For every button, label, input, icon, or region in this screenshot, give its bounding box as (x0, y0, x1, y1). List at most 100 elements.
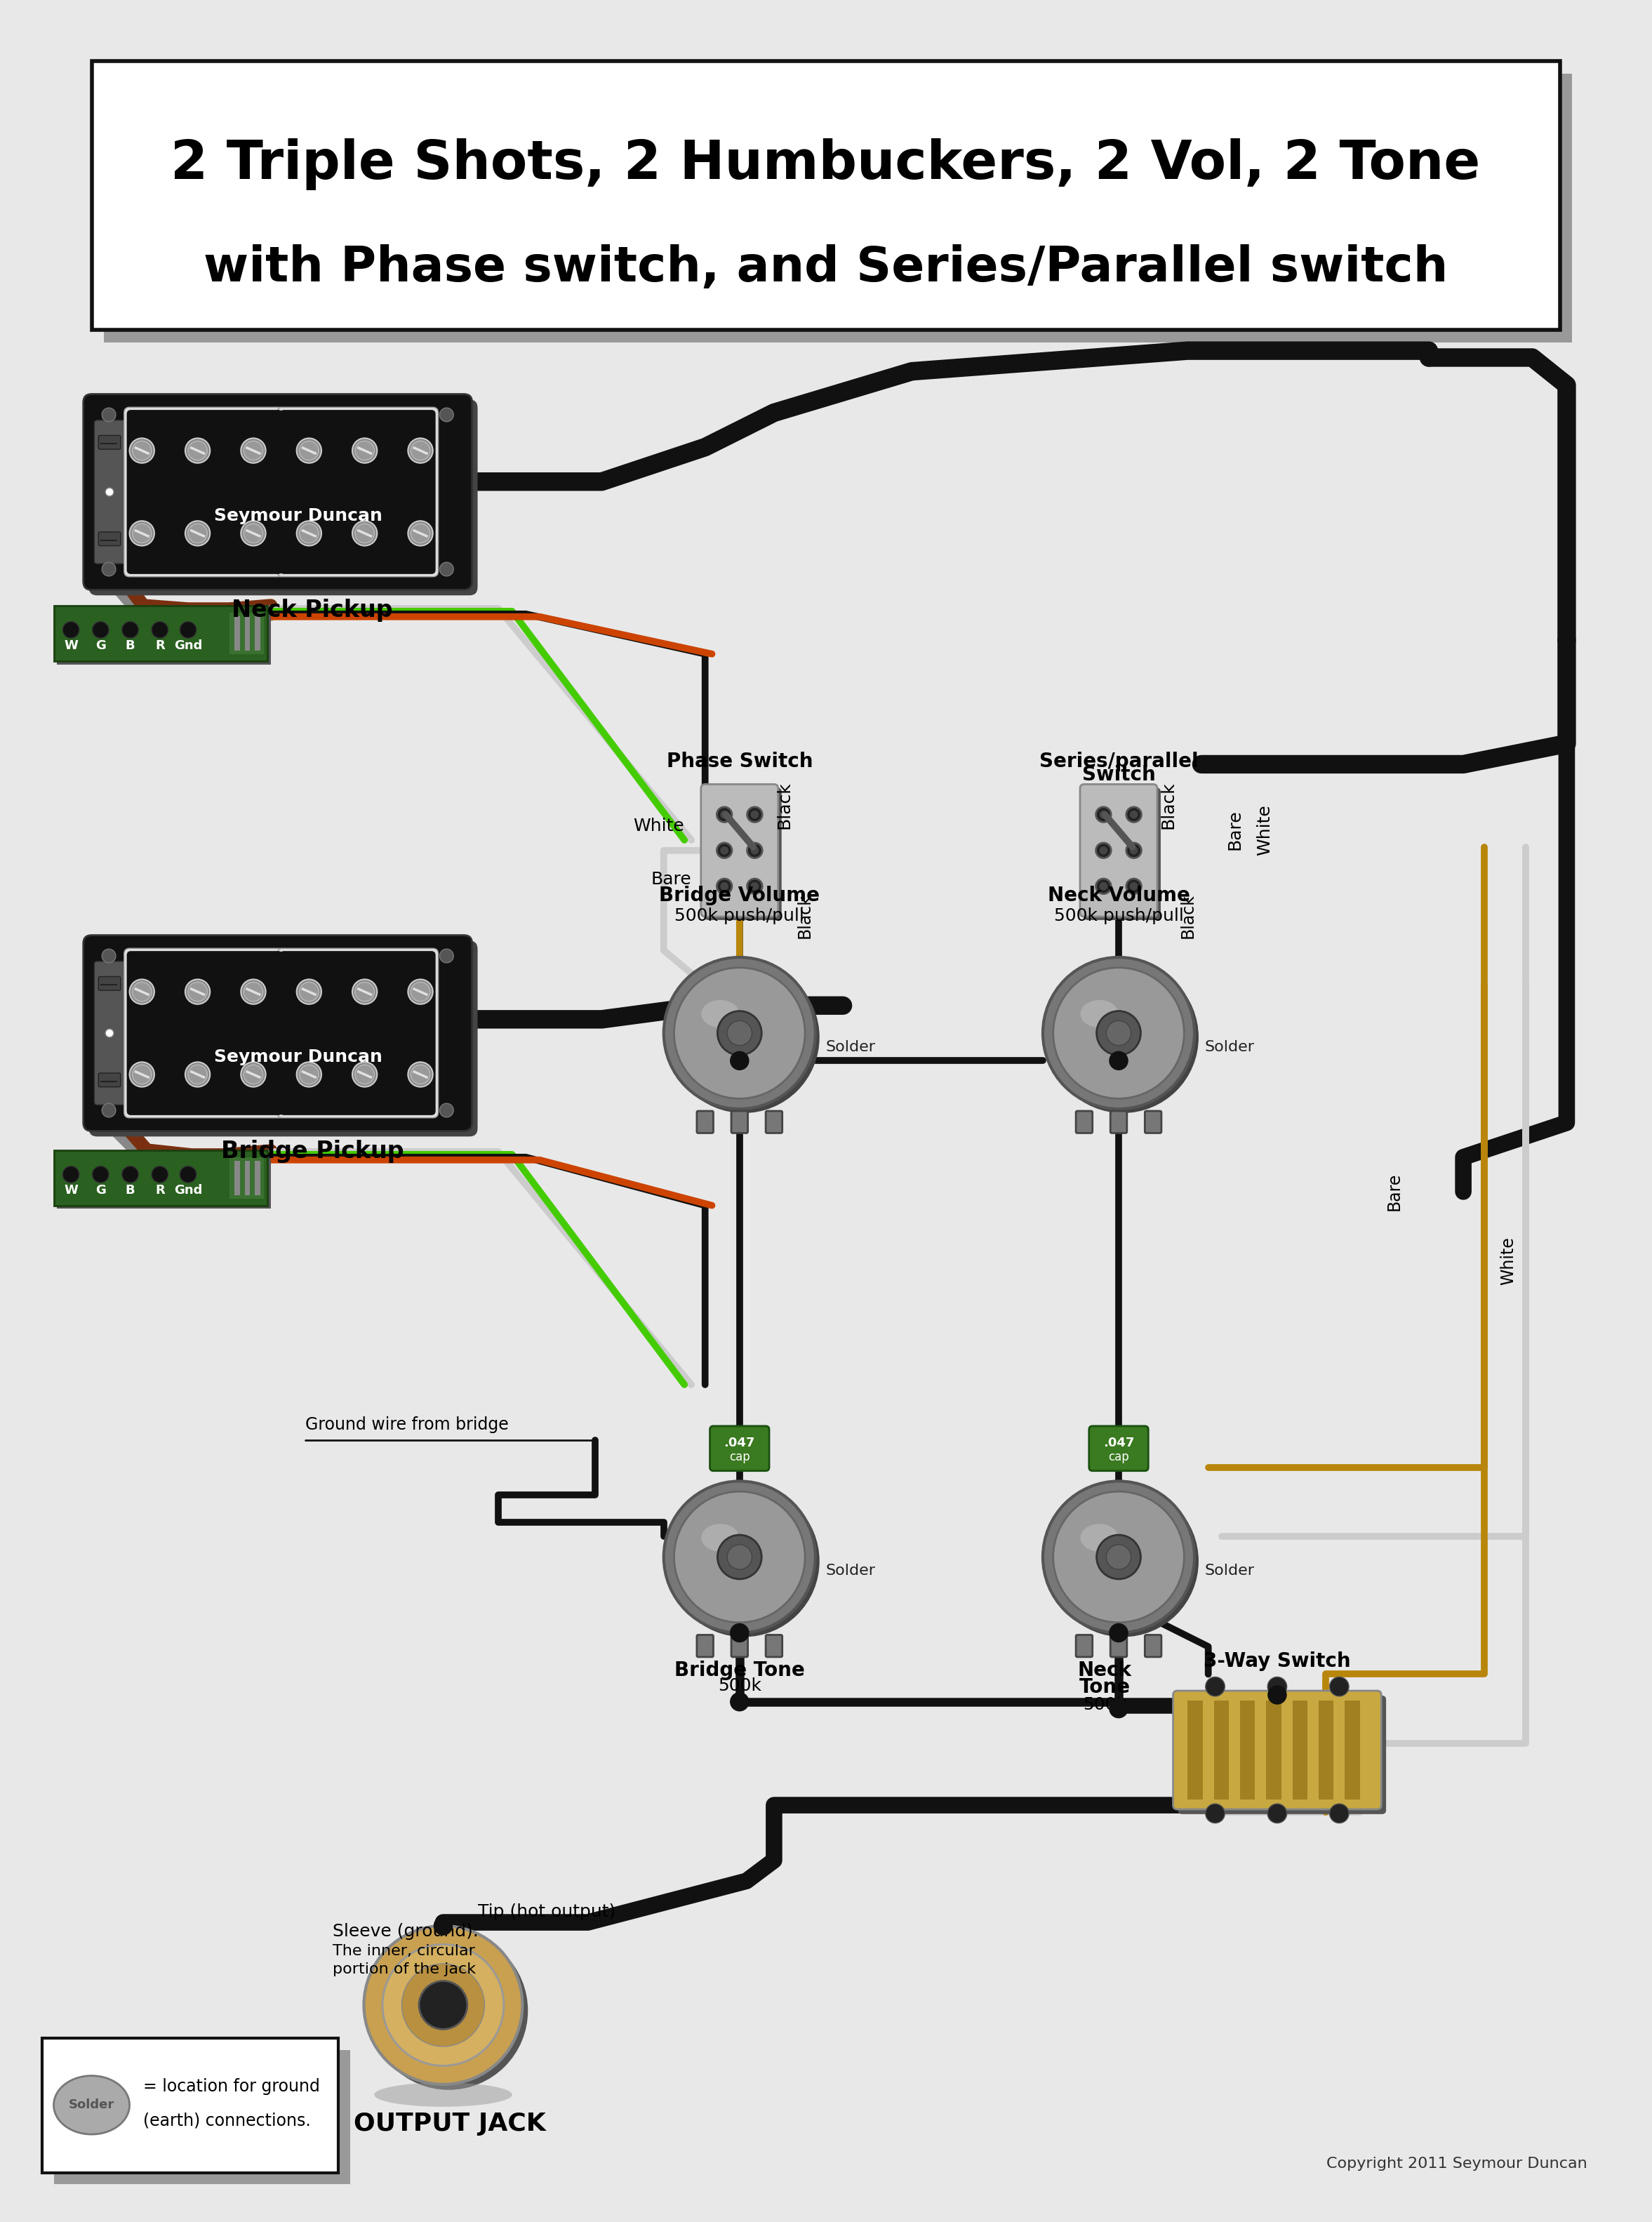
FancyBboxPatch shape (124, 949, 286, 1118)
Bar (1214, 1700, 1229, 1800)
Text: Bare: Bare (1386, 1173, 1403, 1211)
Circle shape (730, 1624, 750, 1642)
Text: Neck Pickup: Neck Pickup (231, 598, 393, 622)
Text: Bridge Volume: Bridge Volume (659, 887, 819, 907)
Text: Gnd: Gnd (173, 640, 202, 651)
FancyBboxPatch shape (55, 1151, 268, 1207)
FancyBboxPatch shape (94, 420, 126, 564)
FancyBboxPatch shape (700, 784, 778, 918)
Circle shape (408, 1062, 433, 1087)
Text: Copyright 2011 Seymour Duncan: Copyright 2011 Seymour Duncan (1327, 2158, 1588, 2171)
FancyBboxPatch shape (55, 607, 268, 660)
Circle shape (299, 1064, 319, 1084)
Text: Bridge Pickup: Bridge Pickup (221, 1140, 403, 1162)
FancyBboxPatch shape (1178, 1695, 1386, 1813)
Text: .047: .047 (724, 1438, 755, 1449)
Ellipse shape (55, 2075, 129, 2135)
Circle shape (355, 982, 375, 1002)
Circle shape (1107, 1544, 1132, 1569)
Circle shape (297, 438, 322, 462)
Circle shape (747, 878, 762, 893)
FancyBboxPatch shape (1089, 1427, 1148, 1471)
Circle shape (1206, 1804, 1224, 1822)
Circle shape (102, 1104, 116, 1118)
Circle shape (102, 409, 116, 422)
Circle shape (1330, 1678, 1350, 1695)
Circle shape (1097, 1011, 1142, 1055)
Circle shape (1127, 842, 1142, 858)
FancyBboxPatch shape (1145, 1635, 1161, 1658)
Circle shape (1130, 882, 1138, 891)
Circle shape (1130, 847, 1138, 855)
FancyBboxPatch shape (1145, 1111, 1161, 1133)
Circle shape (188, 440, 206, 460)
Text: .047: .047 (1104, 1438, 1135, 1449)
Circle shape (122, 1167, 139, 1182)
FancyBboxPatch shape (1110, 1111, 1127, 1133)
Circle shape (433, 1915, 453, 1935)
FancyBboxPatch shape (732, 1635, 748, 1658)
Text: = location for ground: = location for ground (144, 2078, 320, 2095)
Circle shape (1054, 967, 1184, 1098)
Circle shape (1097, 1535, 1142, 1580)
Text: Solder: Solder (69, 2100, 114, 2111)
Circle shape (674, 967, 805, 1098)
Circle shape (132, 524, 152, 542)
Circle shape (411, 524, 430, 542)
FancyBboxPatch shape (278, 949, 438, 1118)
Text: Black: Black (776, 782, 793, 829)
Text: B: B (126, 1184, 135, 1198)
Circle shape (1267, 1684, 1287, 1704)
Circle shape (750, 882, 758, 891)
Circle shape (297, 980, 322, 1004)
Circle shape (188, 982, 206, 1002)
FancyBboxPatch shape (1110, 1635, 1127, 1658)
FancyBboxPatch shape (124, 407, 286, 578)
Circle shape (1095, 842, 1112, 858)
Circle shape (411, 1064, 430, 1084)
FancyBboxPatch shape (278, 407, 438, 578)
Circle shape (152, 1167, 169, 1182)
Bar (91, 62, 1559, 331)
Circle shape (106, 489, 114, 496)
Circle shape (297, 520, 322, 547)
FancyBboxPatch shape (697, 1635, 714, 1658)
Circle shape (129, 1062, 154, 1087)
Bar (41, 2038, 339, 2173)
Circle shape (1099, 811, 1107, 818)
Text: OUTPUT JACK: OUTPUT JACK (354, 2111, 547, 2135)
Circle shape (129, 438, 154, 462)
Circle shape (717, 842, 732, 858)
Circle shape (1330, 1804, 1350, 1822)
Text: Tip (hot output): Tip (hot output) (477, 1904, 615, 1920)
Circle shape (241, 1062, 266, 1087)
FancyBboxPatch shape (732, 1111, 748, 1133)
Bar (55, 2051, 350, 2184)
FancyBboxPatch shape (99, 531, 121, 547)
FancyBboxPatch shape (704, 789, 781, 920)
Circle shape (1108, 1624, 1128, 1642)
Circle shape (664, 958, 816, 1109)
Text: R: R (155, 1184, 165, 1198)
Bar (254, 1160, 261, 1195)
Text: G: G (96, 640, 106, 651)
Ellipse shape (702, 1000, 738, 1027)
Text: Neck: Neck (1077, 1660, 1132, 1680)
FancyBboxPatch shape (127, 951, 282, 1115)
Circle shape (299, 982, 319, 1002)
Circle shape (297, 1062, 322, 1087)
Circle shape (747, 807, 762, 822)
Circle shape (299, 524, 319, 542)
Circle shape (243, 1064, 263, 1084)
Text: Seymour Duncan: Seymour Duncan (215, 507, 383, 524)
FancyBboxPatch shape (767, 1111, 783, 1133)
Text: 3-Way Switch: 3-Way Switch (1204, 1651, 1351, 1671)
Circle shape (730, 1693, 750, 1711)
Circle shape (180, 622, 197, 638)
Bar (1318, 1700, 1333, 1800)
Circle shape (439, 1104, 454, 1118)
Circle shape (1130, 811, 1138, 818)
Circle shape (674, 1491, 805, 1622)
Circle shape (730, 1051, 750, 1071)
Text: (earth) connections.: (earth) connections. (144, 2113, 311, 2129)
